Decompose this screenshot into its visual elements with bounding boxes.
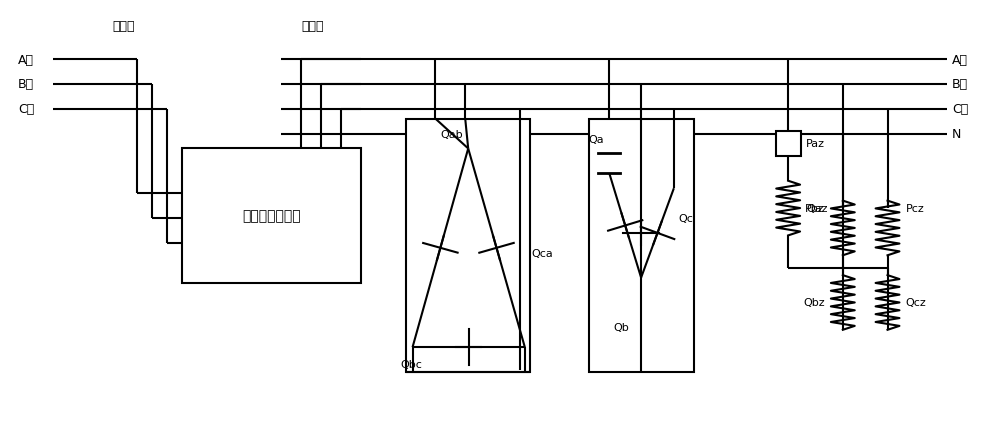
Text: Pbz: Pbz — [805, 204, 825, 214]
Text: B相: B相 — [952, 78, 968, 91]
Bar — [406, 120, 530, 372]
Bar — [182, 149, 361, 283]
Text: Qbc: Qbc — [401, 359, 423, 369]
Text: C相: C相 — [18, 103, 34, 116]
Text: Pcz: Pcz — [905, 204, 924, 214]
Text: 低压配电变压器: 低压配电变压器 — [242, 209, 301, 223]
Bar — [589, 120, 694, 372]
Text: 低压俧: 低压俧 — [301, 20, 324, 33]
Text: B相: B相 — [18, 78, 34, 91]
Text: Qb: Qb — [613, 322, 629, 332]
Text: A相: A相 — [18, 53, 34, 67]
Text: Qab: Qab — [440, 129, 463, 139]
Bar — [776, 132, 801, 156]
Text: Qa: Qa — [589, 134, 604, 144]
Text: Qcz: Qcz — [905, 298, 926, 308]
Text: Qbz: Qbz — [803, 298, 825, 308]
Text: Qc: Qc — [679, 213, 694, 223]
Text: N: N — [952, 128, 961, 141]
Text: Qaz: Qaz — [806, 204, 828, 214]
Text: Paz: Paz — [806, 139, 825, 149]
Text: A相: A相 — [952, 53, 968, 67]
Text: Qca: Qca — [532, 248, 554, 258]
Text: 高压俧: 高压俧 — [112, 20, 135, 33]
Text: C相: C相 — [952, 103, 968, 116]
